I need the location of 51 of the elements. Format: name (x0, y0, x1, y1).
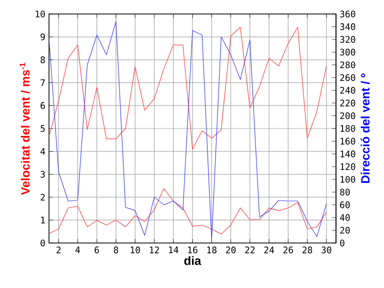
y-tick-label: 9 (40, 33, 45, 40)
y2-tick-label: 40 (340, 214, 350, 221)
y-tick-label: 2 (40, 194, 45, 201)
x-tick-label: 24 (264, 246, 274, 254)
y2-tick-label: 100 (340, 176, 356, 183)
x-tick-label: 14 (169, 246, 178, 254)
y2-tick-label: 80 (340, 188, 350, 196)
x-tick-label: 2 (56, 246, 61, 254)
x-tick-label: 22 (245, 246, 255, 254)
x-tick-label: 26 (283, 246, 293, 254)
y2-tick-label: 220 (340, 100, 356, 106)
y2-tick-label: 160 (340, 138, 356, 145)
line-series (49, 21, 327, 240)
y2-tick-label: 140 (340, 150, 356, 158)
y2-tick-label: 200 (340, 112, 356, 120)
y2-tick-label: 300 (340, 48, 356, 56)
line-series (49, 188, 327, 234)
y2-tick-label: 240 (340, 86, 356, 94)
y-tick-label: 6 (40, 102, 45, 109)
x-axis-title: dia (184, 256, 202, 265)
x-tick-label: 28 (302, 246, 312, 254)
y2-tick-label: 360 (340, 10, 356, 18)
y2-tick-label: 340 (340, 23, 356, 30)
x-tick-label: 20 (226, 246, 236, 254)
x-tick-label: 12 (150, 246, 159, 254)
y-tick-label: 7 (40, 79, 45, 86)
y-axis-title: Velocitat del vent / ms$^{-1}$ (20, 62, 30, 195)
y-tick-label: 4 (40, 148, 46, 155)
x-tick-label: 18 (207, 246, 216, 254)
y2-tick-label: 320 (340, 36, 356, 43)
line-series (49, 26, 327, 150)
y2-tick-label: 180 (340, 125, 356, 132)
x-tick-label: 30 (322, 246, 332, 254)
y-tick-label: 0 (40, 240, 45, 246)
y2-tick-label: 120 (340, 163, 356, 170)
y-tick-label: 3 (40, 170, 45, 178)
y-tick-label: 5 (40, 125, 45, 132)
y2-axis-title: Direcció del vent / º (360, 74, 370, 183)
y-tick-label: 1 (41, 216, 45, 224)
y2-tick-label: 60 (340, 201, 350, 208)
x-tick-label: 10 (130, 246, 140, 254)
x-tick-label: 6 (94, 246, 99, 254)
y2-tick-label: 260 (340, 74, 356, 82)
y-tick-label: 8 (40, 56, 45, 64)
x-tick-label: 16 (188, 246, 198, 254)
x-tick-label: 4 (75, 246, 80, 254)
x-tick-label: 8 (114, 246, 118, 254)
y2-tick-label: 0 (340, 240, 344, 246)
y2-tick-label: 280 (340, 61, 356, 68)
y-tick-label: 10 (36, 10, 45, 18)
y2-tick-label: 20 (340, 226, 350, 234)
